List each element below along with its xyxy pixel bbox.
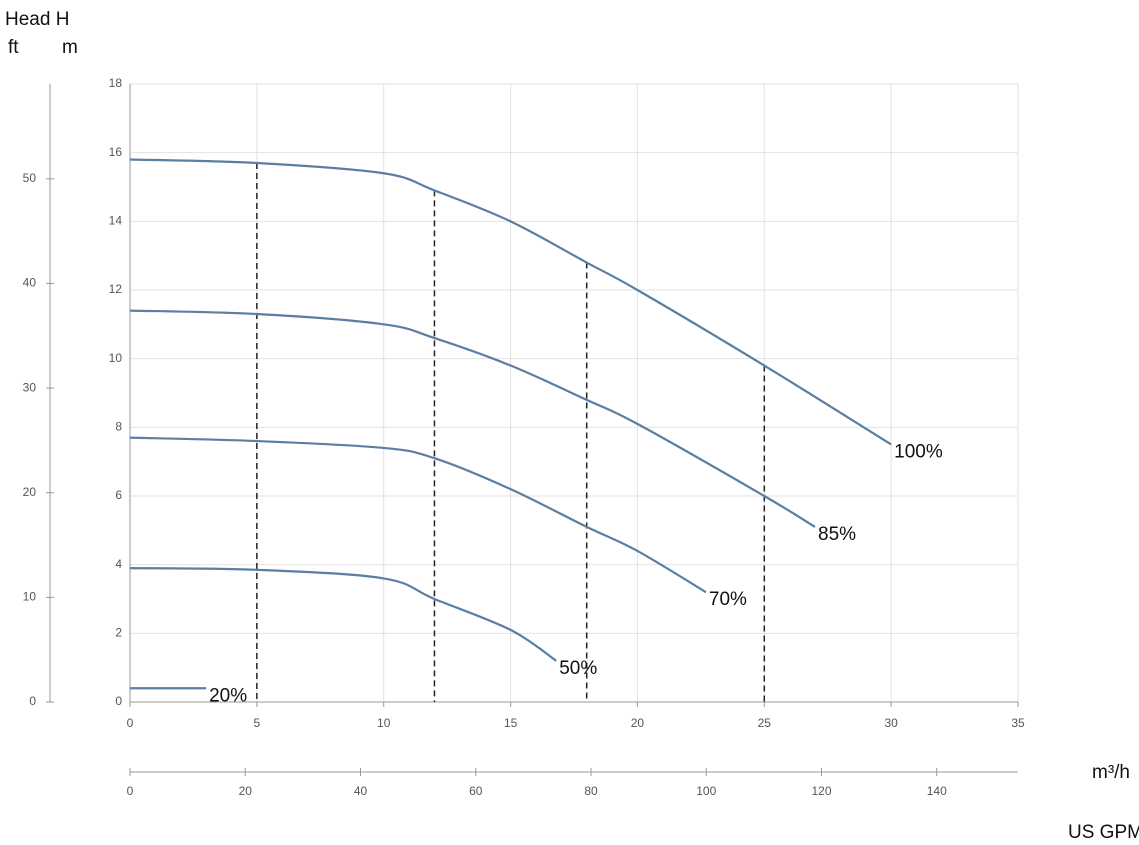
y-tick-label: 18	[109, 76, 123, 90]
x2-tick-label: 140	[927, 784, 947, 798]
curve-label: 85%	[818, 524, 856, 545]
curve	[129, 436, 707, 594]
x2-tick-label: 0	[127, 784, 134, 798]
y-tick-label: 4	[115, 557, 122, 571]
y-tick-label: 2	[115, 626, 122, 640]
y2-tick-label: 10	[23, 590, 37, 604]
curve	[129, 567, 557, 662]
y-label: m	[62, 37, 78, 58]
y-tick-label: 10	[109, 351, 123, 365]
x-tick-label: 10	[377, 716, 391, 730]
y2-label: ft	[8, 37, 19, 58]
y2-tick-label: 50	[23, 171, 37, 185]
y-title: Head H	[5, 9, 69, 30]
y-tick-label: 6	[115, 488, 122, 502]
x-tick-label: 5	[254, 716, 261, 730]
y2-tick-label: 20	[23, 485, 37, 499]
x2-tick-label: 20	[239, 784, 253, 798]
y2-tick-label: 0	[29, 694, 36, 708]
y-tick-label: 12	[109, 282, 123, 296]
x-tick-label: 15	[504, 716, 518, 730]
x2-tick-label: 120	[811, 784, 831, 798]
x2-tick-label: 40	[354, 784, 368, 798]
curve	[129, 158, 892, 446]
y-tick-label: 14	[109, 214, 123, 228]
curve-label: 20%	[209, 685, 247, 706]
x2-tick-label: 60	[469, 784, 483, 798]
x-label: m³/h	[1092, 762, 1130, 783]
curve-label: 50%	[559, 658, 597, 679]
y2-tick-label: 40	[23, 276, 37, 290]
curve-label: 100%	[894, 442, 943, 463]
x2-tick-label: 80	[584, 784, 598, 798]
y-tick-label: 8	[115, 420, 122, 434]
x-tick-label: 25	[758, 716, 772, 730]
x-tick-label: 35	[1011, 716, 1025, 730]
curve-label: 70%	[709, 589, 747, 610]
x-tick-label: 20	[631, 716, 645, 730]
x2-label: US GPM	[1068, 822, 1139, 843]
y-tick-label: 16	[109, 145, 123, 159]
x2-tick-label: 100	[696, 784, 716, 798]
x-tick-label: 30	[884, 716, 898, 730]
y2-tick-label: 30	[23, 380, 37, 394]
curve	[129, 309, 816, 528]
y-tick-label: 0	[115, 694, 122, 708]
x-tick-label: 0	[127, 716, 134, 730]
